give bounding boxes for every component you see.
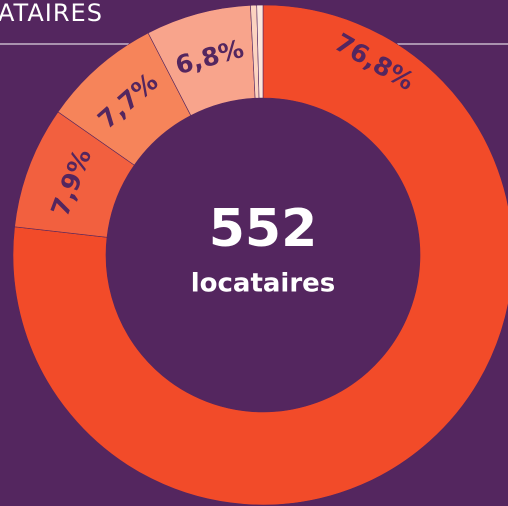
donut bbox=[12, 4, 508, 506]
donut-slice bbox=[12, 4, 508, 506]
donut-slice bbox=[256, 4, 264, 99]
center-value: 552 bbox=[209, 199, 318, 259]
chart-title: ATAIRES bbox=[0, 0, 103, 27]
center-label: locataires bbox=[191, 269, 336, 299]
